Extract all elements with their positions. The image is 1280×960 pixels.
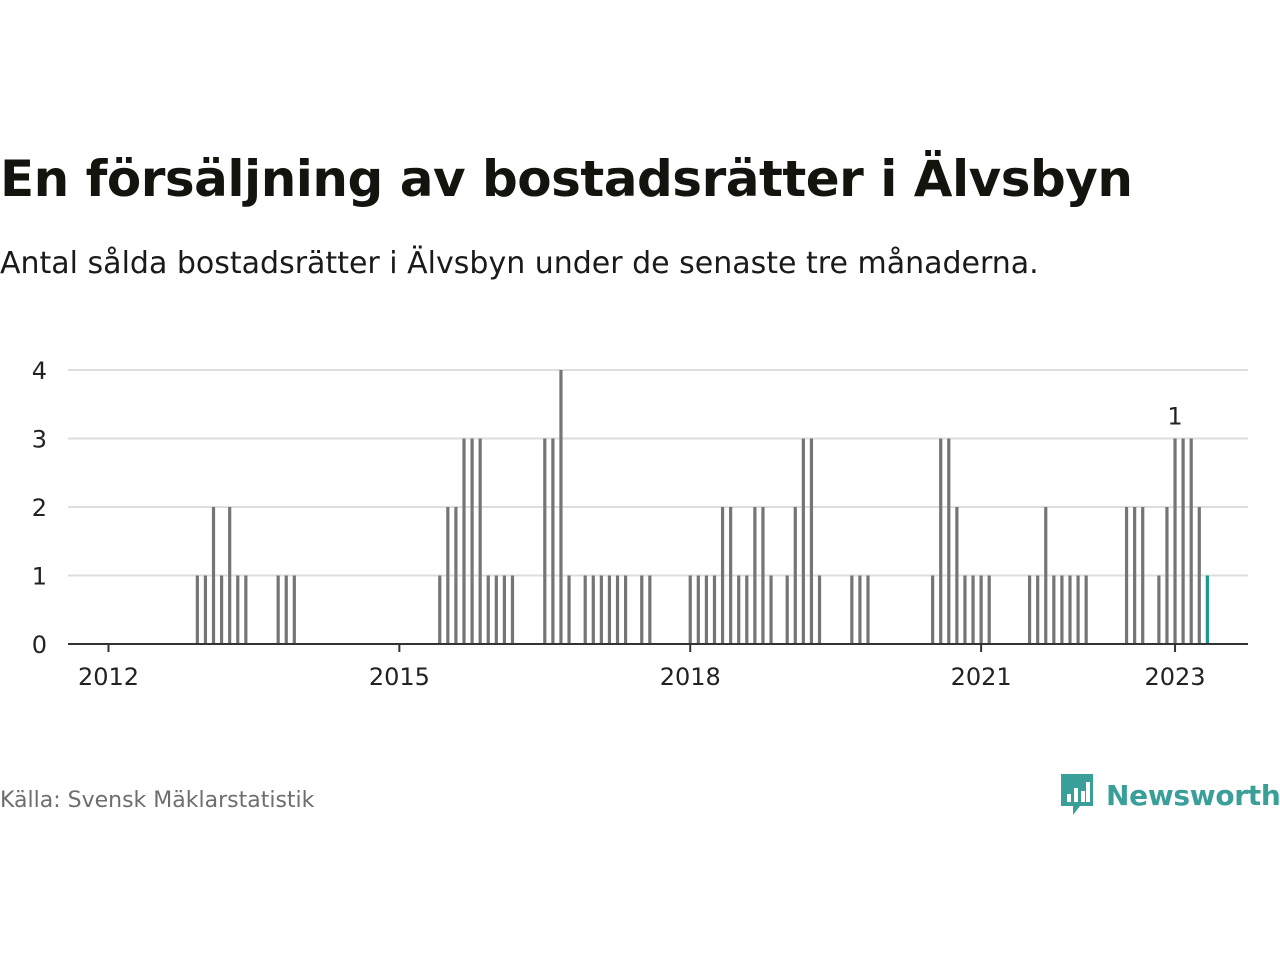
- bar: [284, 575, 288, 644]
- bar: [785, 575, 789, 644]
- value-annotation: 1: [1167, 403, 1182, 431]
- bar: [963, 575, 967, 644]
- bar: [858, 575, 862, 644]
- bar: [195, 575, 199, 644]
- bar: [712, 575, 717, 644]
- bar: [1141, 507, 1145, 644]
- bar: [793, 507, 797, 644]
- bar: [939, 438, 943, 644]
- bar: [1028, 575, 1032, 644]
- bar: [850, 575, 854, 644]
- bar: [987, 575, 991, 644]
- bar: [551, 438, 555, 644]
- bar: [1036, 575, 1040, 644]
- y-tick-label: 4: [32, 357, 47, 385]
- bar: [729, 507, 733, 644]
- source-note: Källa: Svensk Mäklarstatistik: [0, 788, 315, 813]
- bar: [1181, 438, 1185, 644]
- bar: [1173, 438, 1177, 644]
- bar: [1197, 507, 1201, 644]
- bar: [244, 575, 248, 644]
- bar: [817, 575, 822, 644]
- bar: [446, 507, 450, 644]
- bar: [236, 575, 240, 644]
- bar: [979, 575, 983, 644]
- bar: [753, 507, 757, 644]
- bar: [559, 370, 563, 644]
- y-tick-label: 0: [32, 631, 47, 659]
- bar: [292, 575, 296, 644]
- bar: [211, 507, 216, 644]
- bar: [1189, 438, 1193, 644]
- bar: [543, 438, 547, 644]
- x-tick-label: 2021: [951, 663, 1012, 691]
- bar: [203, 575, 208, 644]
- bar: [599, 575, 603, 644]
- bar: [478, 438, 482, 644]
- bar: [640, 575, 644, 644]
- x-tick-label: 2012: [78, 663, 139, 691]
- bar: [583, 575, 587, 644]
- bar: [947, 438, 951, 644]
- bar: [971, 575, 975, 644]
- bar: [607, 575, 612, 644]
- y-tick-label: 3: [32, 426, 47, 454]
- bar: [737, 575, 741, 644]
- bar: [438, 575, 442, 644]
- bar: [1205, 575, 1209, 644]
- bar: [801, 438, 805, 644]
- bar: [1084, 575, 1088, 644]
- brand-name: Newsworthy: [1106, 778, 1280, 812]
- x-tick-label: 2018: [660, 663, 721, 691]
- x-tick-label: 2015: [369, 663, 430, 691]
- bar: [494, 575, 498, 644]
- bar: [567, 575, 571, 644]
- bar: [1157, 575, 1161, 644]
- bar: [615, 575, 620, 644]
- bar: [486, 575, 490, 644]
- bar: [470, 438, 474, 644]
- bar-chart: 0 1 2 3 4 2012 2015 2018 2021 2023 1: [32, 357, 1248, 691]
- bar: [510, 575, 515, 644]
- y-tick-label: 2: [32, 494, 47, 522]
- bar: [1165, 507, 1169, 644]
- bar: [1124, 507, 1129, 644]
- bar: [454, 507, 458, 644]
- chart-subtitle: Antal sålda bostadsrätter i Älvsbyn unde…: [0, 246, 1039, 281]
- bar: [761, 507, 765, 644]
- bar: [1076, 575, 1080, 644]
- x-tick-label: 2023: [1145, 663, 1206, 691]
- bar: [866, 575, 870, 644]
- y-tick-label: 1: [32, 563, 47, 591]
- bar: [809, 438, 814, 644]
- bar: [1052, 575, 1056, 644]
- bar: [696, 575, 700, 644]
- bar: [769, 575, 773, 644]
- bar: [1044, 507, 1048, 644]
- bar: [591, 575, 595, 644]
- newsworthy-logo-icon: [1061, 774, 1093, 815]
- bar: [502, 575, 506, 644]
- bar: [228, 507, 232, 644]
- bar: [276, 575, 280, 644]
- bar: [462, 438, 466, 644]
- bar: [704, 575, 708, 644]
- bar: [955, 507, 959, 644]
- bar: [720, 507, 725, 644]
- bar: [688, 575, 692, 644]
- bar: [648, 575, 652, 644]
- bar: [745, 575, 749, 644]
- bar: [220, 575, 224, 644]
- newsworthy-brand[interactable]: Newsworthy: [1058, 772, 1280, 818]
- bar: [1068, 575, 1072, 644]
- bar: [1060, 575, 1064, 644]
- bar: [931, 575, 935, 644]
- bar: [1133, 507, 1137, 644]
- chart-title: En försäljning av bostadsrätter i Älvsby…: [0, 150, 1133, 208]
- bar: [624, 575, 628, 644]
